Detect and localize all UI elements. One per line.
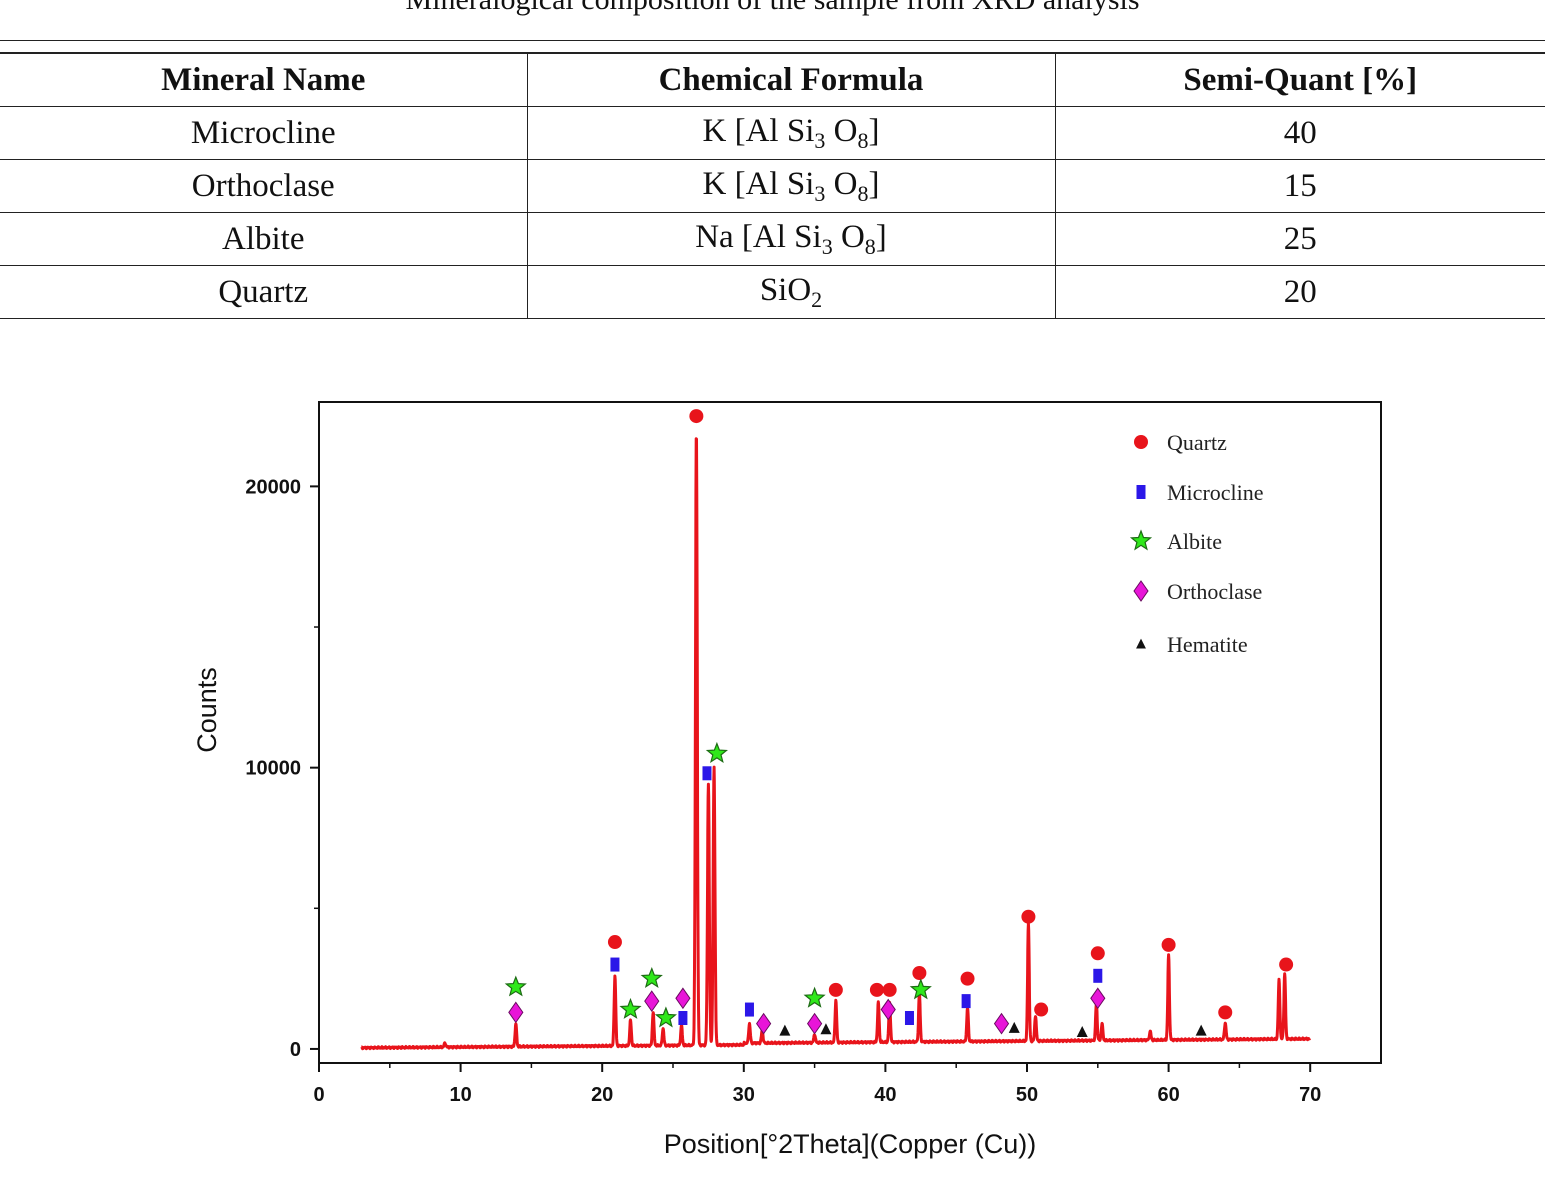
hematite-peak-marker xyxy=(1195,1024,1207,1036)
quartz-peak-marker xyxy=(869,982,884,997)
y-tick-label: 0 xyxy=(290,1039,301,1061)
x-tick-label: 10 xyxy=(449,1084,471,1106)
hematite-peak-marker xyxy=(779,1024,791,1036)
microcline-peak-marker xyxy=(961,994,971,1009)
table-row: Microcline K [Al Si3 O8] 40 xyxy=(0,106,1545,160)
albite-peak-marker xyxy=(504,975,527,997)
hematite-peak-marker xyxy=(1076,1026,1088,1038)
microcline-peak-marker xyxy=(744,1002,754,1017)
header-chemical-formula: Chemical Formula xyxy=(526,52,1055,107)
orthoclase-peak-marker xyxy=(1090,987,1106,1010)
mineral-table: Mineral Name Chemical Formula Semi-Quant… xyxy=(0,52,1545,319)
y-axis-title: Counts xyxy=(192,667,222,753)
orthoclase-peak-marker xyxy=(508,1001,524,1024)
legend-hematite-symbol xyxy=(1136,638,1146,649)
x-tick-label: 20 xyxy=(591,1084,613,1106)
legend-orthoclase-label: Orthoclase xyxy=(1167,579,1262,604)
microcline-peak-marker xyxy=(904,1010,914,1025)
legend-quartz-symbol xyxy=(1134,435,1148,449)
albite-peak-marker xyxy=(654,1006,677,1028)
table-row: Quartz SiO2 20 xyxy=(0,265,1545,319)
quartz-peak-marker xyxy=(607,935,622,950)
quartz-peak-marker xyxy=(689,409,704,424)
orthoclase-peak-marker xyxy=(880,998,896,1021)
quartz-peak-marker xyxy=(828,982,843,997)
semi-quant-value: 25 xyxy=(1054,212,1545,266)
quartz-peak-marker xyxy=(1090,946,1105,961)
legend-albite-symbol xyxy=(1129,529,1153,551)
chemical-formula: SiO2 xyxy=(526,265,1055,319)
mineral-name: Microcline xyxy=(0,106,527,160)
quartz-peak-marker xyxy=(1021,909,1036,924)
albite-peak-marker xyxy=(803,986,826,1008)
hematite-peak-marker xyxy=(1008,1021,1020,1033)
legend-quartz-label: Quartz xyxy=(1167,430,1227,455)
quartz-peak-marker xyxy=(1161,937,1176,952)
table-header-row: Mineral Name Chemical Formula Semi-Quant… xyxy=(0,52,1545,107)
semi-quant-value: 40 xyxy=(1054,106,1545,160)
mineral-name: Quartz xyxy=(0,265,527,319)
x-tick-label: 0 xyxy=(313,1084,324,1106)
quartz-peak-marker xyxy=(960,971,975,986)
orthoclase-peak-marker xyxy=(675,987,691,1010)
xrd-chart: 0 10 20 30 40 50 60 70 0 10000 20000 Quartz Microcl… xyxy=(192,401,1382,1159)
x-tick-label: 60 xyxy=(1157,1084,1179,1106)
mineral-name: Albite xyxy=(0,212,527,266)
legend: Quartz Microcline Albite Orthoclase Hematite xyxy=(1129,430,1264,657)
orthoclase-peak-marker xyxy=(756,1012,772,1035)
chemical-formula: K [Al Si3 O8] xyxy=(526,106,1055,160)
orthoclase-peak-marker xyxy=(644,990,660,1012)
table-row: Orthoclase K [Al Si3 O8] 15 xyxy=(0,159,1545,213)
peak-markers xyxy=(504,409,1294,1038)
quartz-peak-marker xyxy=(882,982,897,997)
microcline-peak-marker xyxy=(702,766,712,781)
microcline-peak-marker xyxy=(1093,968,1103,983)
mineral-name: Orthoclase xyxy=(0,159,527,213)
legend-hematite-label: Hematite xyxy=(1167,632,1248,657)
legend-microcline-label: Microcline xyxy=(1167,480,1264,505)
orthoclase-peak-marker xyxy=(993,1012,1010,1035)
plot-frame xyxy=(318,401,1382,1064)
table-caption: Mineralogical composition of the sample … xyxy=(0,0,1545,20)
semi-quant-value: 15 xyxy=(1054,159,1545,213)
legend-albite-label: Albite xyxy=(1167,529,1222,554)
x-tick-label: 40 xyxy=(874,1084,896,1106)
quartz-peak-marker xyxy=(1279,957,1294,972)
x-tick-label: 50 xyxy=(1016,1084,1038,1106)
y-tick-label: 10000 xyxy=(245,758,301,780)
quartz-peak-marker xyxy=(1218,1005,1233,1020)
microcline-peak-marker xyxy=(610,957,620,972)
legend-microcline-symbol xyxy=(1136,485,1146,499)
albite-peak-marker xyxy=(909,978,932,1000)
quartz-peak-marker xyxy=(1034,1002,1049,1017)
albite-peak-marker xyxy=(619,997,642,1019)
xrd-spectrum-line xyxy=(360,437,1312,1051)
chemical-formula: K [Al Si3 O8] xyxy=(526,159,1055,213)
albite-peak-marker xyxy=(705,741,728,764)
y-tick-label: 20000 xyxy=(245,476,301,498)
chemical-formula: Na [Al Si3 O8] xyxy=(526,212,1055,266)
legend-orthoclase-symbol xyxy=(1133,580,1149,602)
header-semi-quant: Semi-Quant [%] xyxy=(1054,52,1545,107)
header-mineral-name: Mineral Name xyxy=(0,52,527,107)
albite-peak-marker xyxy=(640,966,663,989)
microcline-peak-marker xyxy=(678,1010,688,1025)
semi-quant-value: 20 xyxy=(1054,265,1545,319)
table-top-rule xyxy=(0,40,1545,41)
hematite-peak-marker xyxy=(820,1023,832,1035)
axis-ticks: 0 10 20 30 40 50 60 70 0 10000 20000 xyxy=(245,476,1321,1106)
orthoclase-peak-marker xyxy=(806,1012,823,1035)
x-axis-title: Position[°2Theta](Copper (Cu)) xyxy=(664,1129,1036,1159)
x-tick-label: 30 xyxy=(733,1084,755,1106)
quartz-peak-marker xyxy=(912,965,927,980)
table-row: Albite Na [Al Si3 O8] 25 xyxy=(0,212,1545,266)
x-tick-label: 70 xyxy=(1299,1084,1321,1106)
